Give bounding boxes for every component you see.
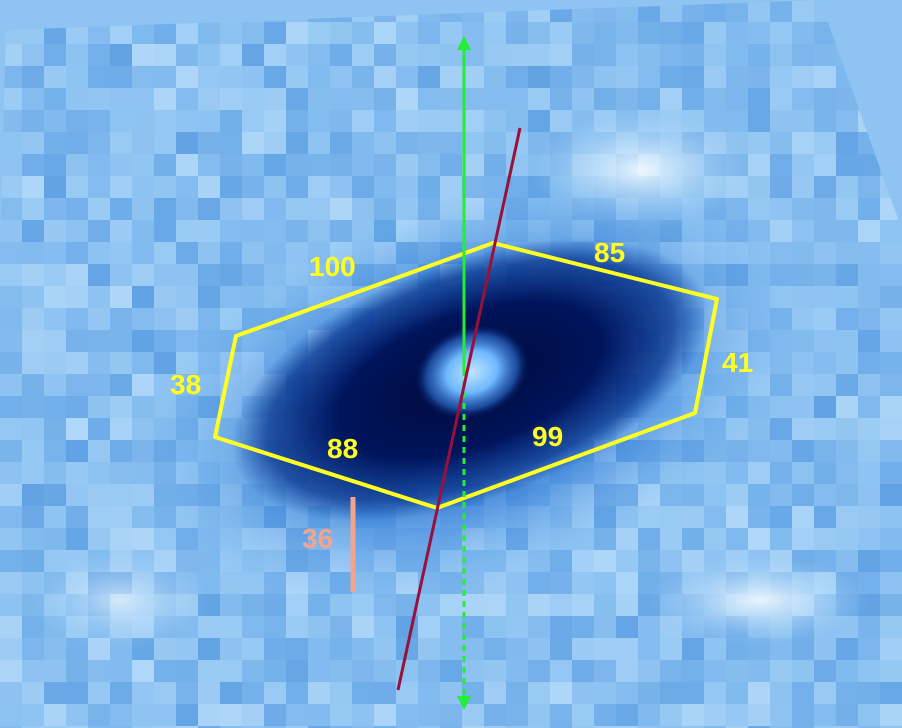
green-arrowhead-up xyxy=(457,36,471,50)
edge-label-top-left: 100 xyxy=(309,251,356,282)
edge-label-right: 41 xyxy=(722,347,753,378)
scale-bar-label: 36 xyxy=(302,523,333,554)
green-arrowhead-down xyxy=(457,696,471,710)
edge-label-top-right: 85 xyxy=(594,237,625,268)
bright-center xyxy=(415,325,529,419)
edge-label-bottom-right: 99 xyxy=(532,421,563,452)
dark-red-line xyxy=(396,127,522,691)
edge-label-left: 38 xyxy=(170,369,201,400)
edge-label-bottom-left: 88 xyxy=(327,433,358,464)
